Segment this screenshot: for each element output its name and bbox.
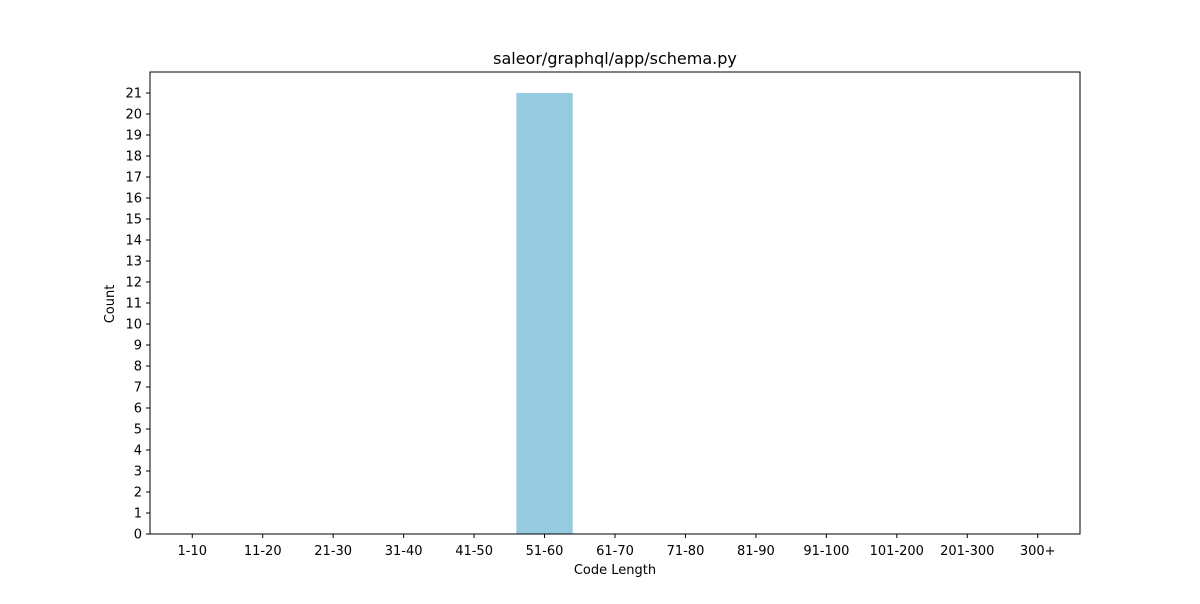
y-tick-label: 8	[134, 360, 142, 375]
x-tick-label: 1-10	[178, 544, 208, 559]
x-tick-label: 91-100	[803, 544, 849, 559]
x-tick-label: 81-90	[737, 544, 775, 559]
bar-51-60	[516, 93, 573, 534]
y-tick-label: 9	[134, 339, 142, 354]
x-tick-label: 201-300	[940, 544, 994, 559]
ticks-layer: 1-10 11-20 21-30 31-40 41-50 51-60 61-70 71-80 8…	[125, 87, 1055, 560]
y-axis-label: Count	[103, 285, 118, 324]
x-axis-label: Code Length	[574, 563, 656, 578]
x-tick-label: 71-80	[667, 544, 705, 559]
y-tick-label: 21	[125, 87, 142, 102]
y-tick-label: 12	[125, 276, 142, 291]
chart-title: saleor/graphql/app/schema.py	[493, 49, 737, 68]
x-tick-label: 101-200	[870, 544, 924, 559]
y-tick-label: 15	[125, 213, 142, 228]
x-tick-label: 21-30	[314, 544, 352, 559]
y-tick-label: 0	[134, 528, 142, 543]
x-tick-label: 61-70	[596, 544, 634, 559]
y-tick-label: 7	[134, 381, 142, 396]
x-tick-label: 300+	[1020, 544, 1056, 559]
bars-layer	[516, 93, 573, 534]
y-tick-label: 16	[125, 192, 142, 207]
y-tick-label: 4	[134, 444, 142, 459]
x-tick-label: 51-60	[526, 544, 564, 559]
x-tick-label: 31-40	[385, 544, 423, 559]
y-tick-label: 17	[125, 171, 142, 186]
y-tick-label: 19	[125, 129, 142, 144]
y-tick-label: 3	[134, 465, 142, 480]
x-tick-label: 41-50	[455, 544, 493, 559]
y-tick-label: 1	[134, 507, 142, 522]
x-tick-label: 11-20	[244, 544, 282, 559]
y-tick-label: 18	[125, 150, 142, 165]
y-tick-label: 11	[125, 297, 142, 312]
y-tick-label: 13	[125, 255, 142, 270]
y-tick-label: 2	[134, 486, 142, 501]
plot-frame	[149, 71, 1081, 535]
y-tick-label: 6	[134, 402, 142, 417]
y-tick-label: 20	[125, 108, 142, 123]
y-tick-label: 5	[134, 423, 142, 438]
y-tick-label: 14	[125, 234, 142, 249]
y-tick-label: 10	[125, 318, 142, 333]
